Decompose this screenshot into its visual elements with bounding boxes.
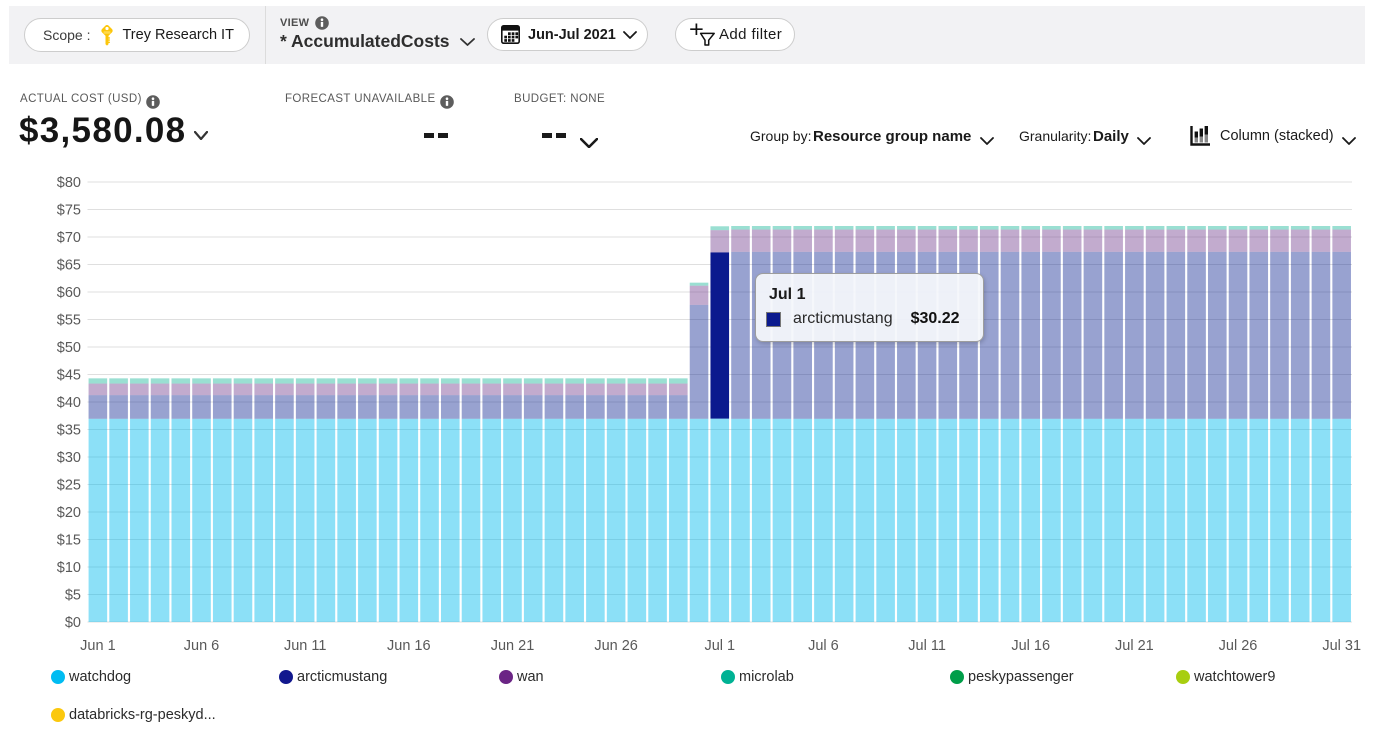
svg-text:Jun 26: Jun 26 — [594, 638, 638, 654]
svg-text:$15: $15 — [57, 533, 81, 549]
svg-text:Jul 11: Jul 11 — [908, 638, 946, 654]
svg-text:$80: $80 — [57, 175, 81, 191]
svg-text:Jul 26: Jul 26 — [1219, 638, 1258, 654]
svg-text:Jul 21: Jul 21 — [1115, 638, 1154, 654]
svg-text:$30: $30 — [57, 450, 81, 466]
svg-text:$75: $75 — [57, 203, 81, 219]
svg-text:$0: $0 — [65, 615, 81, 631]
svg-text:Jun 11: Jun 11 — [284, 638, 326, 654]
svg-text:$10: $10 — [57, 560, 81, 576]
svg-text:$5: $5 — [65, 588, 81, 604]
svg-text:Jul 6: Jul 6 — [808, 638, 839, 654]
svg-text:Jun 21: Jun 21 — [491, 638, 535, 654]
svg-text:Jul 1: Jul 1 — [704, 638, 735, 654]
svg-text:$45: $45 — [57, 368, 81, 384]
svg-text:Jun 6: Jun 6 — [184, 638, 219, 654]
svg-text:$55: $55 — [57, 313, 81, 329]
svg-text:Jun 1: Jun 1 — [80, 638, 115, 654]
svg-text:$60: $60 — [57, 285, 81, 301]
svg-text:Jul 16: Jul 16 — [1011, 638, 1050, 654]
svg-text:$20: $20 — [57, 505, 81, 521]
svg-text:Jun 16: Jun 16 — [387, 638, 431, 654]
svg-text:$35: $35 — [57, 423, 81, 439]
svg-text:Jul 31: Jul 31 — [1322, 638, 1361, 654]
svg-text:$25: $25 — [57, 478, 81, 494]
svg-text:$50: $50 — [57, 340, 81, 356]
svg-text:$70: $70 — [57, 230, 81, 246]
svg-text:$40: $40 — [57, 395, 81, 411]
svg-text:$65: $65 — [57, 258, 81, 274]
